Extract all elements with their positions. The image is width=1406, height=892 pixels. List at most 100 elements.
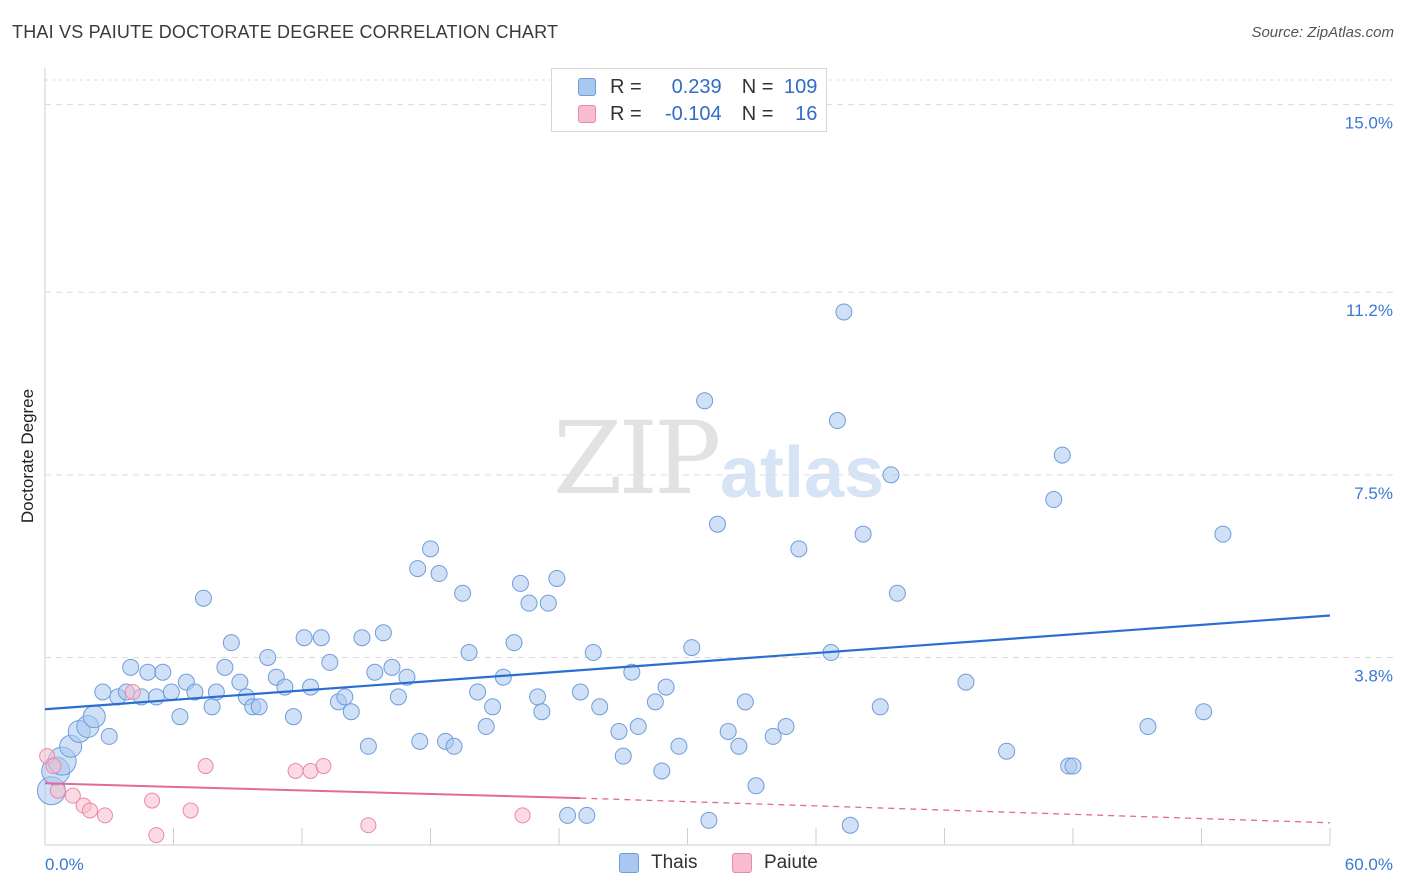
- thais-point: [548, 569, 566, 587]
- legend-item-thais[interactable]: Thais: [619, 852, 697, 874]
- legend-row-thais: R = 0.239 N = 109: [578, 74, 817, 100]
- thais-trend-line: [44, 614, 1331, 711]
- thais-point: [295, 629, 313, 647]
- thais-point: [629, 718, 647, 736]
- series-legend: Thais Paiute: [0, 852, 1406, 878]
- thais-point: [154, 663, 172, 681]
- thais-point: [186, 683, 204, 701]
- paiute-swatch: [578, 105, 596, 123]
- thais-point: [1045, 491, 1063, 509]
- thais-point: [389, 688, 407, 706]
- thais-point: [422, 540, 439, 558]
- thais-point: [777, 718, 795, 736]
- thais-point: [469, 683, 487, 701]
- thais-point: [683, 639, 701, 657]
- watermark-zip: ZIP: [553, 400, 721, 517]
- thais-point: [835, 303, 853, 321]
- thais-point: [203, 698, 221, 716]
- paiute-trend-line: [44, 782, 581, 800]
- thais-point: [1053, 446, 1071, 464]
- thais-point: [366, 663, 384, 681]
- thais-point: [888, 584, 906, 602]
- thais-point: [409, 560, 427, 578]
- thais-point: [764, 727, 782, 745]
- thais-point: [1064, 757, 1082, 775]
- thais-point: [411, 732, 429, 750]
- thais-point: [841, 816, 859, 834]
- thais-point: [578, 806, 596, 824]
- thais-point: [610, 722, 628, 740]
- thais-point: [1214, 525, 1232, 543]
- thais-point: [359, 737, 377, 755]
- paiute-trend-extension: [580, 797, 1331, 824]
- y-tick-label: 11.2%: [1346, 301, 1393, 320]
- thais-point: [460, 644, 478, 662]
- thais-point: [374, 624, 392, 642]
- thais-swatch: [578, 78, 596, 96]
- thais-point: [584, 644, 602, 662]
- watermark-atlas: atlas: [720, 433, 885, 513]
- thais-point: [1195, 703, 1213, 721]
- thais-point: [670, 737, 688, 755]
- paiute-point: [96, 807, 113, 824]
- paiute-point: [124, 684, 141, 700]
- thais-point: [216, 658, 234, 676]
- thais-point: [520, 594, 538, 612]
- thais-point: [82, 705, 106, 729]
- thais-point: [736, 693, 754, 711]
- paiute-point: [144, 792, 161, 809]
- thais-point: [882, 466, 900, 484]
- source-label: Source: ZipAtlas.com: [1251, 24, 1394, 41]
- thais-point: [171, 708, 189, 726]
- thais-point: [122, 658, 140, 676]
- legend-r-label: R =: [610, 102, 642, 125]
- legend-n-value: 16: [795, 102, 818, 125]
- thais-point: [383, 658, 401, 676]
- thais-point: [398, 668, 416, 686]
- paiute-point: [148, 827, 165, 844]
- thais-point: [854, 525, 872, 543]
- thais-legend-swatch: [619, 853, 639, 873]
- thais-point: [623, 663, 641, 681]
- thais-point: [312, 629, 330, 647]
- paiute-legend-swatch: [732, 853, 752, 873]
- thais-point: [231, 673, 249, 691]
- legend-item-paiute[interactable]: Paiute: [732, 852, 818, 874]
- thais-point: [700, 811, 718, 829]
- thais-point: [454, 584, 472, 602]
- thais-point: [730, 737, 748, 755]
- thais-point: [828, 412, 846, 430]
- thais-point: [559, 806, 577, 824]
- thais-point: [484, 698, 502, 716]
- thais-point: [336, 688, 354, 706]
- thais-legend-label: Thais: [651, 852, 698, 873]
- thais-point: [321, 653, 339, 671]
- thais-point: [302, 678, 320, 696]
- thais-point: [871, 698, 889, 716]
- thais-point: [342, 703, 360, 721]
- thais-point: [539, 594, 557, 612]
- thais-point: [505, 634, 523, 652]
- paiute-point: [182, 802, 199, 819]
- thais-point: [719, 722, 737, 740]
- y-tick-label: 7.5%: [1354, 484, 1393, 503]
- thais-point: [533, 703, 551, 721]
- thais-point: [259, 648, 277, 666]
- paiute-point: [514, 807, 531, 824]
- paiute-point: [315, 758, 332, 775]
- paiute-point: [45, 758, 62, 775]
- paiute-point: [81, 802, 98, 819]
- thais-point: [957, 673, 975, 691]
- thais-point: [790, 540, 808, 558]
- legend-row-paiute: R = -0.104 N = 16: [578, 101, 817, 127]
- thais-point: [222, 634, 240, 652]
- legend-r-value: 0.239: [671, 75, 722, 98]
- paiute-point: [197, 758, 214, 775]
- thais-point: [162, 683, 180, 701]
- x-tick-label: 0.0%: [45, 855, 84, 874]
- thais-point: [477, 718, 495, 736]
- thais-point: [747, 777, 765, 795]
- paiute-point: [64, 787, 81, 804]
- thais-point: [353, 629, 371, 647]
